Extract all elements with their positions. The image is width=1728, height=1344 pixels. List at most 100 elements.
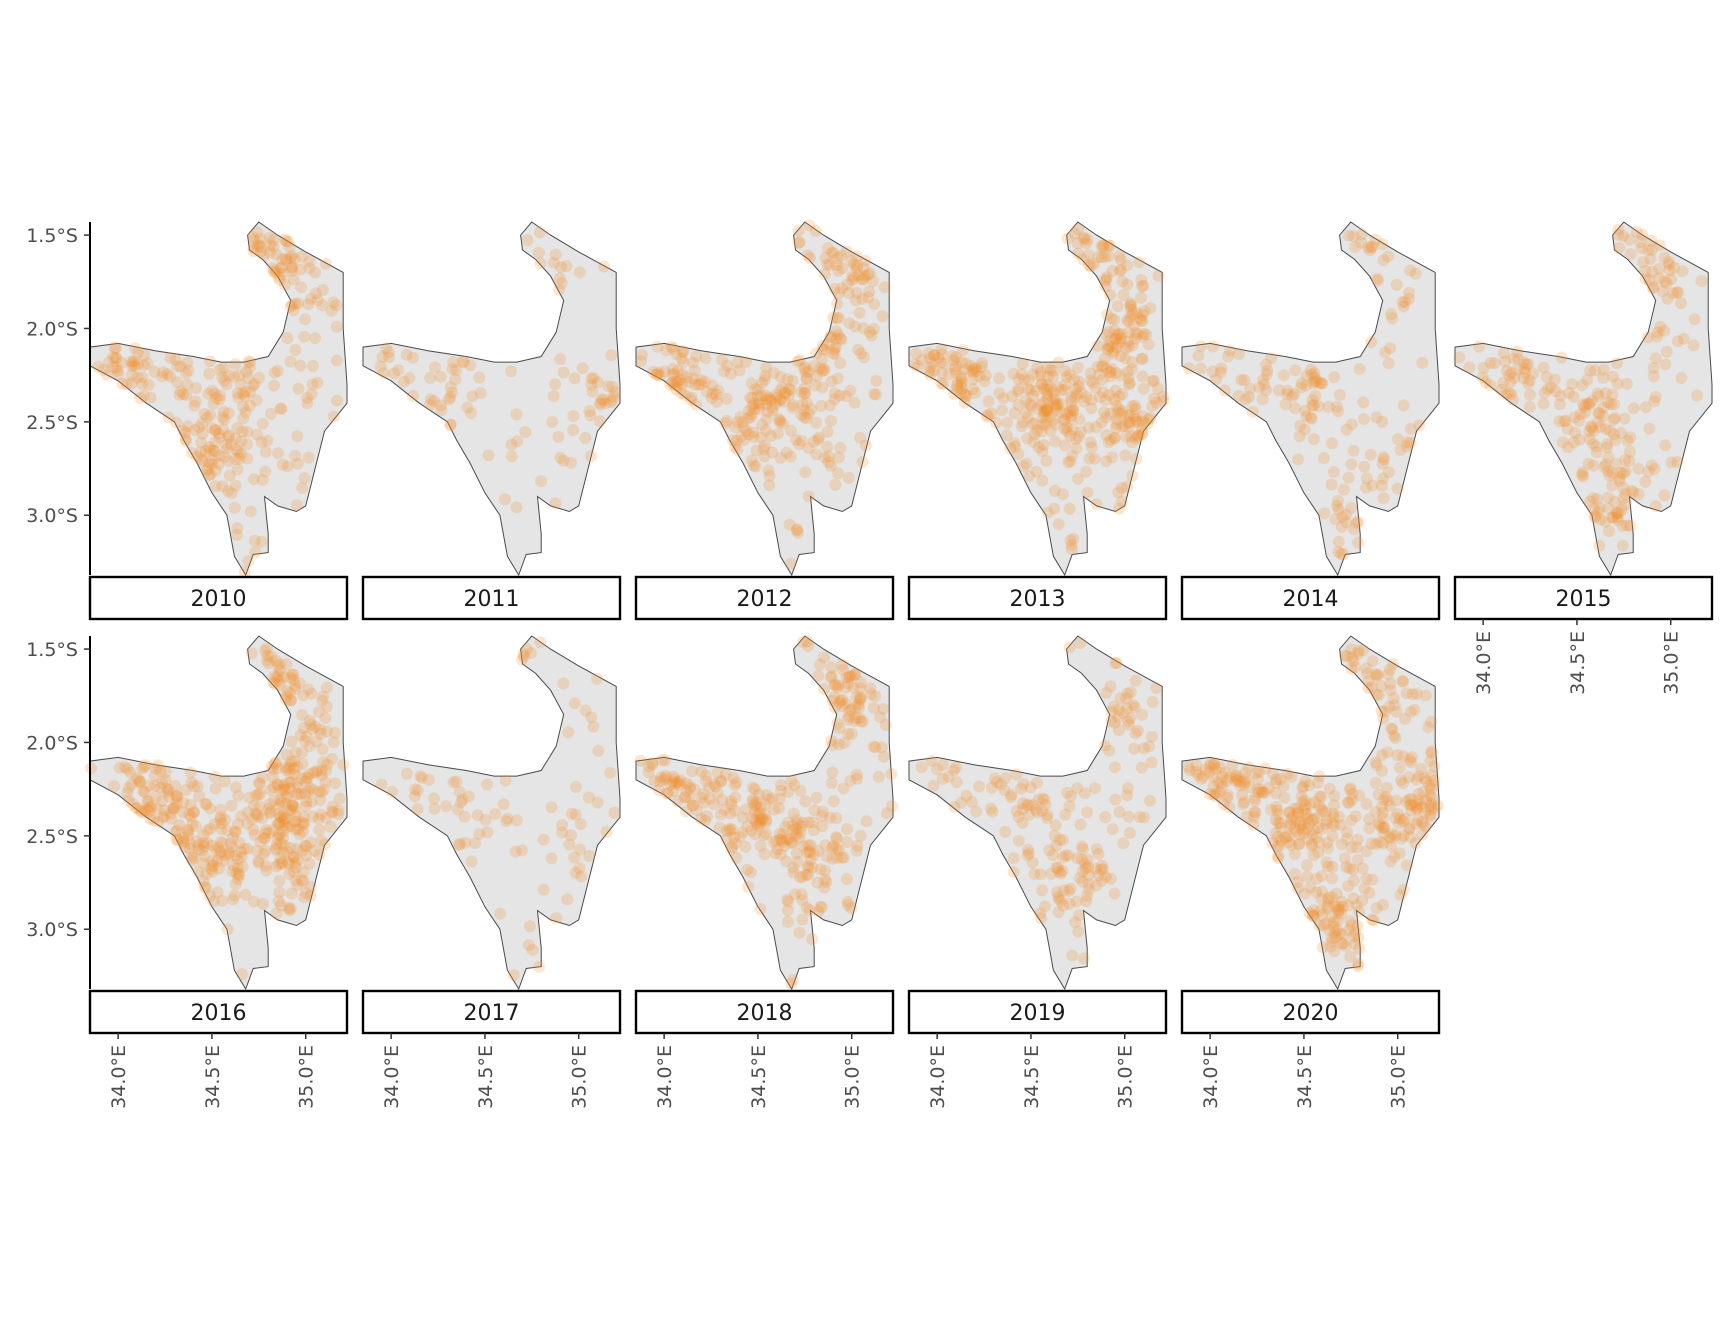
occurrence-point [271,832,284,845]
occurrence-point [250,394,263,407]
occurrence-point [1621,434,1634,447]
occurrence-point [1104,680,1117,693]
occurrence-point [138,806,151,818]
occurrence-point [1031,424,1044,437]
occurrence-point [1215,362,1228,375]
occurrence-point [1122,810,1135,823]
occurrence-point [752,808,765,820]
occurrence-point [1280,831,1292,844]
occurrence-point [1016,797,1029,810]
occurrence-point [587,720,600,733]
occurrence-point [191,450,203,463]
occurrence-point [658,365,671,378]
occurrence-point [1074,637,1087,650]
occurrence-point [1602,396,1615,409]
occurrence-point [206,859,219,872]
occurrence-point [291,854,304,867]
occurrence-point [1145,756,1158,769]
occurrence-point [1073,909,1085,922]
occurrence-point [562,726,575,739]
x-tick-label: 34.0°E [381,1045,403,1109]
occurrence-point [1133,256,1146,269]
occurrence-point [1351,919,1364,932]
occurrence-point [765,430,777,442]
occurrence-point [755,812,768,825]
occurrence-point [1262,782,1275,794]
occurrence-point [1269,787,1282,800]
occurrence-point [428,802,441,815]
occurrence-point [814,900,827,913]
occurrence-point [1424,797,1437,810]
occurrence-point [1060,371,1073,383]
occurrence-point [1019,406,1032,419]
occurrence-point [1023,374,1035,387]
occurrence-point [216,371,228,384]
occurrence-point [1313,919,1326,932]
occurrence-point [816,343,829,355]
occurrence-point [819,864,832,877]
occurrence-point [1293,828,1306,841]
occurrence-point [854,691,867,704]
occurrence-point [680,777,693,790]
occurrence-point [521,234,534,247]
occurrence-point [281,788,294,801]
occurrence-point [1360,662,1373,675]
occurrence-point [928,349,941,362]
occurrence-point [213,449,226,462]
occurrence-point [734,410,747,423]
occurrence-point [1649,391,1662,404]
occurrence-point [280,254,293,267]
occurrence-point [303,255,316,268]
occurrence-point [994,778,1007,791]
occurrence-point [730,776,743,789]
occurrence-point [686,765,699,778]
occurrence-point [785,977,798,990]
occurrence-point [1207,780,1220,793]
occurrence-point [157,366,170,379]
occurrence-point [235,968,248,981]
facet-strip-label: 2012 [737,587,793,612]
occurrence-point [825,670,838,683]
occurrence-point [388,367,401,380]
occurrence-point [1627,402,1640,415]
occurrence-point [609,386,622,398]
occurrence-point [1593,501,1606,514]
occurrence-point [567,410,580,422]
occurrence-point [1095,416,1108,429]
occurrence-point [196,427,209,440]
occurrence-point [1134,312,1146,325]
occurrence-point [1099,273,1112,286]
occurrence-point [465,407,478,420]
occurrence-point [949,366,962,379]
occurrence-point [1102,239,1115,252]
occurrence-point [951,379,963,392]
occurrence-point [786,819,799,832]
occurrence-point [830,341,842,354]
occurrence-point [283,687,296,700]
occurrence-point [1237,798,1250,811]
occurrence-point [1234,775,1247,788]
occurrence-point [177,834,190,847]
occurrence-point [297,866,310,878]
occurrence-point [187,780,200,793]
occurrence-point [853,701,865,714]
occurrence-point [248,800,260,812]
occurrence-point [283,240,296,253]
occurrence-point [215,835,227,848]
occurrence-point [1386,722,1399,735]
occurrence-point [534,636,547,649]
occurrence-point [446,386,459,399]
occurrence-point [1036,805,1049,817]
occurrence-point [217,423,230,436]
occurrence-point [676,345,689,358]
occurrence-point [1340,508,1353,521]
occurrence-point [1086,376,1099,389]
occurrence-point [1404,264,1417,277]
occurrence-point [1079,862,1092,875]
occurrence-point [804,839,817,852]
occurrence-point [136,371,149,384]
occurrence-point [1617,229,1630,242]
occurrence-point [247,242,260,255]
occurrence-point [1121,789,1134,802]
occurrence-point [767,366,780,379]
